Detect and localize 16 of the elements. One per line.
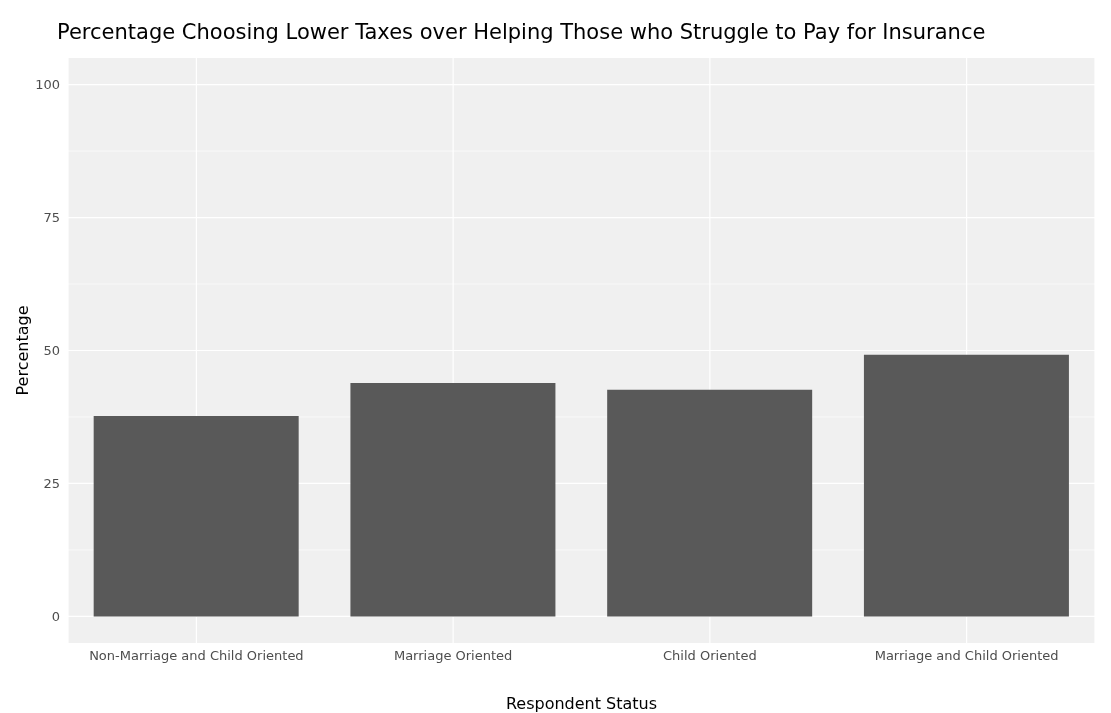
y-tick-label: 25 bbox=[43, 476, 60, 492]
x-tick-label: Marriage and Child Oriented bbox=[874, 648, 1059, 664]
bar bbox=[93, 415, 299, 617]
x-tick-label: Child Oriented bbox=[663, 648, 757, 664]
x-tick-label: Marriage Oriented bbox=[393, 648, 513, 664]
y-tick-label: 0 bbox=[51, 609, 60, 625]
chart-title: Percentage Choosing Lower Taxes over Helping Those who Struggle to Pay for Insurance bbox=[56, 19, 987, 46]
y-tick-label: 50 bbox=[43, 343, 60, 359]
bar bbox=[863, 354, 1069, 617]
x-axis-title: Respondent Status bbox=[505, 694, 658, 713]
x-tick-label: Non-Marriage and Child Oriented bbox=[89, 648, 304, 664]
bar bbox=[350, 382, 556, 617]
y-tick-label: 100 bbox=[35, 77, 60, 93]
y-axis-title: Percentage bbox=[12, 305, 32, 396]
bar bbox=[607, 389, 813, 617]
y-tick-label: 75 bbox=[43, 210, 60, 226]
